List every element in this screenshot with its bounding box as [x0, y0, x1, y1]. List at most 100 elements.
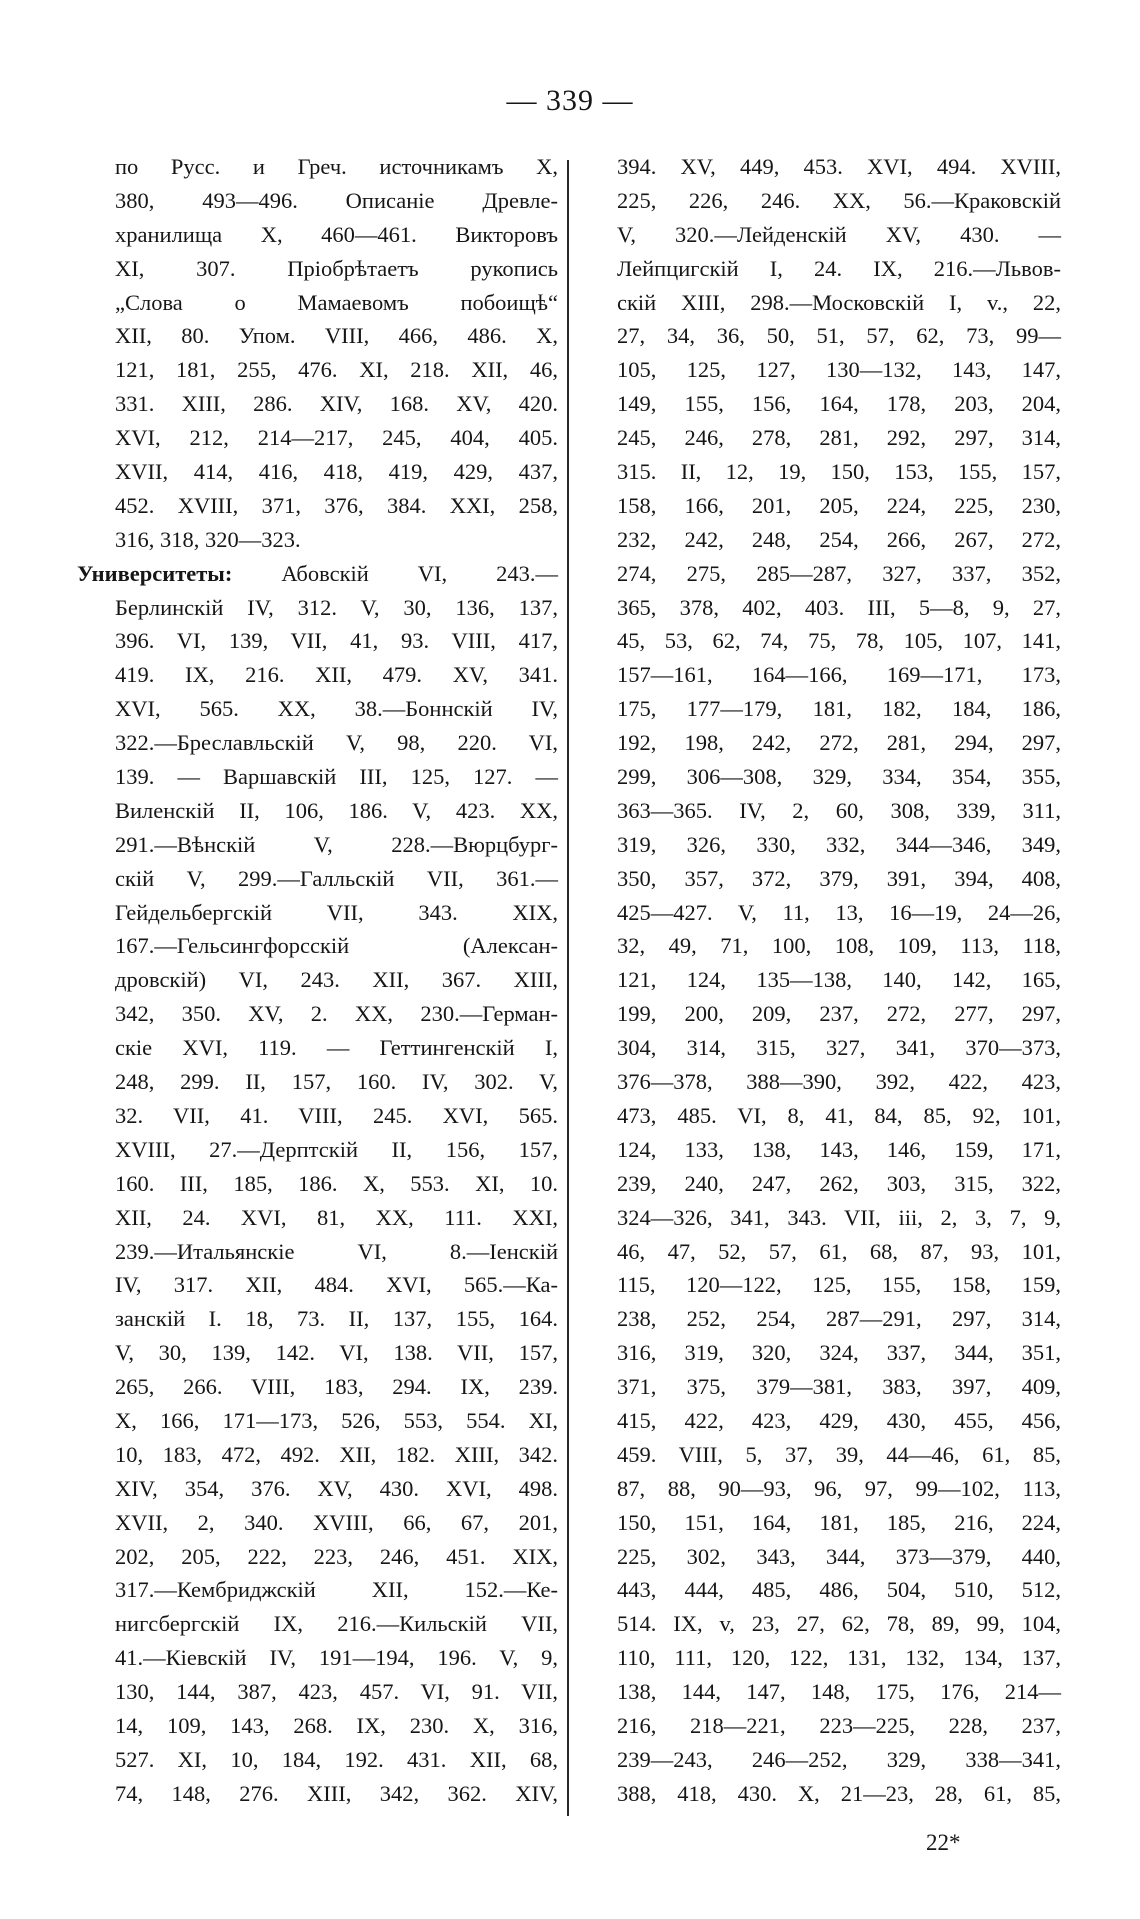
text-line: XVI, 565. XX, 38.—Боннскій IV,	[115, 696, 558, 722]
text-line: 316, 319, 320, 324, 337, 344, 351,	[617, 1340, 1061, 1366]
text-line: 396. VI, 139, VII, 41, 93. VIII, 417,	[115, 628, 558, 654]
text-line: 380, 493—496. Описаніе Древле-	[115, 187, 558, 213]
text-line: 225, 226, 246. XX, 56.—Краковскій	[617, 187, 1061, 213]
text-line: 331. XIII, 286. XIV, 168. XV, 420.	[115, 391, 558, 417]
text-line: XVI, 212, 214—217, 245, 404, 405.	[115, 425, 558, 451]
text-line: 32. VII, 41. VIII, 245. XVI, 565.	[115, 1102, 558, 1128]
text-line: 245, 246, 278, 281, 292, 297, 314,	[617, 425, 1061, 451]
text-line: 365, 378, 402, 403. III, 5—8, 9, 27,	[617, 594, 1061, 620]
text-line: 10, 183, 472, 492. XII, 182. XIII, 342.	[115, 1441, 558, 1467]
text-line: 45, 53, 62, 74, 75, 78, 105, 107, 141,	[617, 628, 1061, 654]
text-line: 452. XVIII, 371, 376, 384. XXI, 258,	[115, 492, 558, 518]
index-heading-term: Университеты:	[77, 560, 233, 586]
text-line: 167.—Гельсингфорсскій (Алексан-	[115, 933, 558, 959]
text-line: 274, 275, 285—287, 327, 337, 352,	[617, 560, 1061, 586]
text-line: 371, 375, 379—381, 383, 397, 409,	[617, 1374, 1061, 1400]
text-line: 158, 166, 201, 205, 224, 225, 230,	[617, 492, 1061, 518]
text-line: 376—378, 388—390, 392, 422, 423,	[617, 1069, 1061, 1095]
text-line: 121, 124, 135—138, 140, 142, 165,	[617, 967, 1061, 993]
text-line: 291.—Вѣнскій V, 228.—Вюрцбург-	[115, 831, 558, 857]
text-line: 157—161, 164—166, 169—171, 173,	[617, 662, 1061, 688]
signature-mark: 22*	[926, 1830, 961, 1855]
text-line: Виленскій II, 106, 186. V, 423. XX,	[115, 797, 558, 823]
text-line: 239.—Итальянскіе VI, 8.—Іенскій	[115, 1238, 558, 1264]
text-line: Гейдельбергскій VII, 343. XIX,	[115, 899, 558, 925]
text-line: 46, 47, 52, 57, 61, 68, 87, 93, 101,	[617, 1238, 1061, 1264]
text-line: 363—365. IV, 2, 60, 308, 339, 311,	[617, 797, 1061, 823]
text-line: хранилища X, 460—461. Викторовъ	[115, 221, 558, 247]
text-line: 316, 318, 320—323.	[115, 526, 301, 552]
text-line: 425—427. V, 11, 13, 16—19, 24—26,	[617, 899, 1061, 925]
text-line: V, 30, 139, 142. VI, 138. VII, 157,	[115, 1340, 558, 1366]
text-line: XI, 307. Пріобрѣтаетъ рукопись	[115, 255, 558, 281]
text-line: 342, 350. XV, 2. XX, 230.—Герман-	[115, 1001, 558, 1027]
text-line: 160. III, 185, 186. X, 553. XI, 10.	[115, 1170, 558, 1196]
text-line: 225, 302, 343, 344, 373—379, 440,	[617, 1543, 1061, 1569]
text-line: нигсбергскій IX, 216.—Кильскій VII,	[115, 1611, 558, 1637]
text-line: 265, 266. VIII, 183, 294. IX, 239.	[115, 1374, 558, 1400]
text-line: 317.—Кембриджскій XII, 152.—Ке-	[115, 1577, 558, 1603]
text-line: 115, 120—122, 125, 155, 158, 159,	[617, 1272, 1061, 1298]
text-line: 150, 151, 164, 181, 185, 216, 224,	[617, 1509, 1061, 1535]
text-line: 248, 299. II, 157, 160. IV, 302. V,	[115, 1069, 558, 1095]
text-line: 41.—Кіевскій IV, 191—194, 196. V, 9,	[115, 1645, 558, 1671]
text-line: 121, 181, 255, 476. XI, 218. XII, 46,	[115, 357, 558, 383]
text-line: скіе XVI, 119. — Геттингенскій I,	[115, 1035, 558, 1061]
right-column: 394. XV, 449, 453. XVI, 494. XVIII, 225, …	[617, 150, 1061, 1811]
text-line: 105, 125, 127, 130—132, 143, 147,	[617, 357, 1061, 383]
text-line: 199, 200, 209, 237, 272, 277, 297,	[617, 1001, 1061, 1027]
text-line: 419. IX, 216. XII, 479. XV, 341.	[115, 662, 558, 688]
text-line: 394. XV, 449, 453. XVI, 494. XVIII,	[617, 154, 1061, 179]
text-line: 74, 148, 276. XIII, 342, 362. XIV,	[115, 1780, 558, 1806]
text-line: 319, 326, 330, 332, 344—346, 349,	[617, 831, 1061, 857]
text-line: 216, 218—221, 223—225, 228, 237,	[617, 1712, 1061, 1738]
text-line: Берлинскій IV, 312. V, 30, 136, 137,	[115, 594, 558, 620]
text-line: 175, 177—179, 181, 182, 184, 186,	[617, 696, 1061, 722]
text-line: 415, 422, 423, 429, 430, 455, 456,	[617, 1407, 1061, 1433]
text-line: дровскій) VI, 243. XII, 367. XIII,	[115, 967, 558, 993]
text-line: 232, 242, 248, 254, 266, 267, 272,	[617, 526, 1061, 552]
text-line: V, 320.—Лейденскій XV, 430. —	[617, 221, 1061, 247]
text-line: скій XIII, 298.—Московскій I, v., 22,	[617, 289, 1061, 315]
text-line: „Слова о Мамаевомъ побоищѣ“	[115, 289, 558, 315]
text-line: 149, 155, 156, 164, 178, 203, 204,	[617, 391, 1061, 417]
text-line: скій V, 299.—Галльскій VII, 361.—	[115, 865, 558, 891]
text-line: 138, 144, 147, 148, 175, 176, 214—	[617, 1679, 1061, 1705]
text-line: X, 166, 171—173, 526, 553, 554. XI,	[115, 1407, 558, 1433]
column-divider	[567, 160, 569, 1816]
text-line: XVIII, 27.—Дерптскій II, 156, 157,	[115, 1136, 558, 1162]
text-line: XVII, 414, 416, 418, 419, 429, 437,	[115, 459, 558, 485]
text-line: 87, 88, 90—93, 96, 97, 99—102, 113,	[617, 1475, 1061, 1501]
text-line: 14, 109, 143, 268. IX, 230. X, 316,	[115, 1712, 558, 1738]
text-line: 388, 418, 430. X, 21—23, 28, 61, 85,	[617, 1780, 1061, 1806]
text-line: 322.—Бреславльскій V, 98, 220. VI,	[115, 730, 558, 756]
text-line: 304, 314, 315, 327, 341, 370—373,	[617, 1035, 1061, 1061]
text-line: XVII, 2, 340. XVIII, 66, 67, 201,	[115, 1509, 558, 1535]
text-line: 473, 485. VI, 8, 41, 84, 85, 92, 101,	[617, 1102, 1061, 1128]
text-line: 443, 444, 485, 486, 504, 510, 512,	[617, 1577, 1061, 1603]
text-line: 110, 111, 120, 122, 131, 132, 134, 137,	[617, 1645, 1061, 1671]
text-line: IV, 317. XII, 484. XVI, 565.—Ка-	[115, 1272, 558, 1298]
text-line: занскій I. 18, 73. II, 137, 155, 164.	[115, 1306, 558, 1332]
text-line: XIV, 354, 376. XV, 430. XVI, 498.	[115, 1475, 558, 1501]
text-line: 238, 252, 254, 287—291, 297, 314,	[617, 1306, 1061, 1332]
text-line: 459. VIII, 5, 37, 39, 44—46, 61, 85,	[617, 1441, 1061, 1467]
text-line: 350, 357, 372, 379, 391, 394, 408,	[617, 865, 1061, 891]
text-line: 27, 34, 36, 50, 51, 57, 62, 73, 99—	[617, 323, 1061, 349]
text-line: 315. II, 12, 19, 150, 153, 155, 157,	[617, 459, 1061, 485]
text-line: 32, 49, 71, 100, 108, 109, 113, 118,	[617, 933, 1061, 959]
text-line: 139. — Варшавскій III, 125, 127. —	[115, 764, 558, 790]
text-line: Университеты: Абовскій VI, 243.—	[77, 557, 558, 591]
text-line: 514. IX, v, 23, 27, 62, 78, 89, 99, 104,	[617, 1611, 1061, 1637]
text-line: 130, 144, 387, 423, 457. VI, 91. VII,	[115, 1679, 558, 1705]
text-line: 299, 306—308, 329, 334, 354, 355,	[617, 764, 1061, 790]
text-line: XII, 24. XVI, 81, XX, 111. XXI,	[115, 1204, 558, 1230]
text-line: 527. XI, 10, 184, 192. 431. XII, 68,	[115, 1746, 558, 1772]
text-line: 239, 240, 247, 262, 303, 315, 322,	[617, 1170, 1061, 1196]
left-column: по Русс. и Греч. источникамъ X, 380, 493—…	[77, 150, 558, 1811]
text-line-content: Абовскій VI, 243.—	[281, 560, 559, 586]
text-line: 324—326, 341, 343. VII, iii, 2, 3, 7, 9,	[617, 1204, 1061, 1230]
text-line: Лейпцигскій I, 24. IX, 216.—Львов-	[617, 255, 1061, 281]
text-line: 239—243, 246—252, 329, 338—341,	[617, 1746, 1061, 1772]
text-line: XII, 80. Упом. VIII, 466, 486. X,	[115, 323, 558, 349]
